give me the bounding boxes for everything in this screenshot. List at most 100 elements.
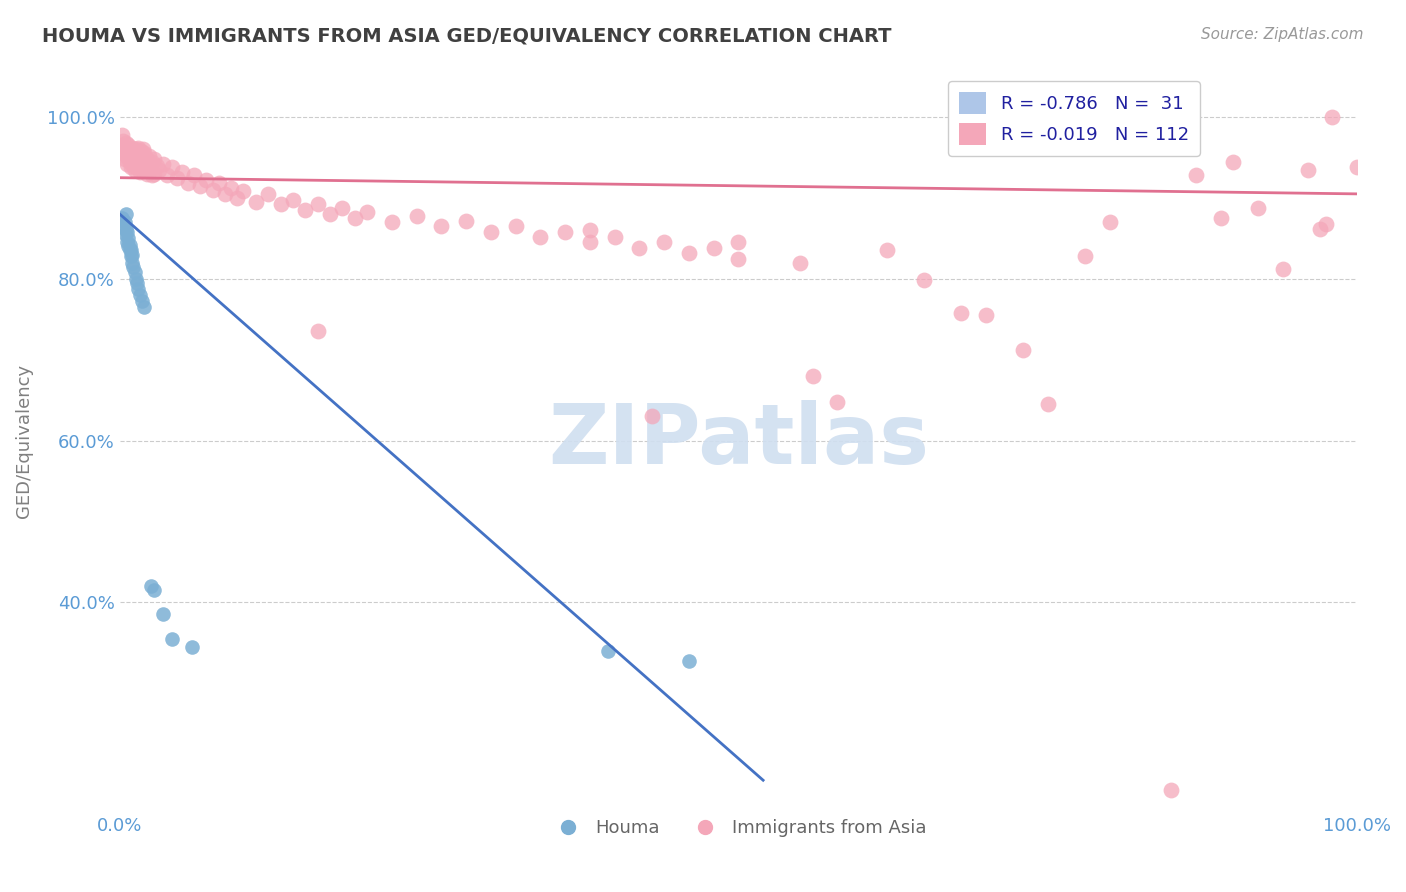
Point (281, 193, 304, 207)
Point (598, 644, 620, 658)
Point (124, 265, 146, 279)
Point (114, 227, 136, 242)
Point (257, 186, 280, 201)
Point (1322, 110, 1344, 124)
Point (136, 167, 159, 181)
Point (641, 409, 664, 424)
Point (950, 306, 973, 320)
Point (430, 219, 453, 234)
Point (678, 246, 700, 260)
Point (208, 177, 231, 191)
Point (125, 276, 148, 290)
Point (479, 225, 502, 239)
Point (579, 223, 602, 237)
Point (118, 142, 141, 156)
Text: Source: ZipAtlas.com: Source: ZipAtlas.com (1201, 27, 1364, 42)
Point (115, 235, 138, 250)
Point (912, 273, 935, 287)
Point (1185, 168, 1208, 182)
Point (115, 223, 138, 237)
Point (703, 241, 725, 255)
Point (121, 141, 143, 155)
Point (112, 219, 135, 234)
Point (1315, 217, 1337, 231)
Point (112, 134, 135, 148)
Point (128, 288, 150, 302)
Point (114, 152, 136, 166)
Point (125, 146, 148, 161)
Point (141, 168, 163, 182)
Point (117, 151, 139, 165)
Point (801, 368, 824, 383)
Point (827, 394, 849, 409)
Point (127, 281, 149, 295)
Point (141, 154, 163, 169)
Point (456, 213, 478, 227)
Point (118, 154, 141, 169)
Point (245, 194, 267, 209)
Point (628, 241, 651, 255)
Point (727, 252, 749, 266)
Point (129, 159, 152, 173)
Point (1296, 162, 1319, 177)
Point (129, 144, 152, 158)
Point (201, 183, 224, 197)
Point (124, 149, 146, 163)
Point (180, 640, 202, 654)
Point (136, 152, 159, 166)
Point (405, 209, 427, 223)
Point (115, 207, 138, 221)
Point (121, 255, 143, 269)
Point (134, 146, 156, 161)
Point (115, 157, 138, 171)
Text: ZIPatlas: ZIPatlas (548, 400, 929, 481)
Point (122, 144, 145, 158)
Point (143, 167, 166, 181)
Point (232, 185, 254, 199)
Point (122, 159, 145, 173)
Point (1036, 397, 1059, 411)
Point (195, 173, 218, 187)
Point (117, 239, 139, 253)
Point (152, 607, 174, 622)
Point (134, 300, 156, 314)
Point (125, 142, 148, 156)
Point (214, 186, 236, 201)
Point (1222, 154, 1244, 169)
Point (148, 162, 170, 177)
Point (652, 235, 675, 250)
Point (120, 146, 142, 161)
Point (356, 205, 378, 219)
Point (307, 197, 329, 211)
Point (505, 219, 527, 234)
Point (139, 579, 162, 593)
Point (132, 142, 155, 156)
Point (1309, 221, 1331, 235)
Point (121, 152, 143, 166)
Point (270, 197, 292, 211)
Point (117, 138, 139, 153)
Point (111, 211, 134, 226)
Point (131, 294, 153, 309)
Point (128, 165, 150, 179)
Point (1346, 160, 1368, 174)
Point (1271, 262, 1294, 277)
Point (122, 260, 145, 274)
Point (294, 202, 316, 217)
Point (146, 159, 169, 173)
Point (381, 215, 404, 229)
Point (1247, 201, 1270, 215)
Point (156, 168, 179, 182)
Point (120, 244, 142, 258)
Point (1074, 249, 1097, 263)
Point (160, 632, 183, 646)
Point (121, 247, 143, 261)
Point (183, 168, 205, 182)
Point (117, 231, 139, 245)
Point (152, 157, 174, 171)
Point (1160, 783, 1182, 797)
Point (120, 249, 142, 263)
Point (115, 149, 138, 163)
Point (529, 229, 551, 244)
Point (1209, 211, 1232, 226)
